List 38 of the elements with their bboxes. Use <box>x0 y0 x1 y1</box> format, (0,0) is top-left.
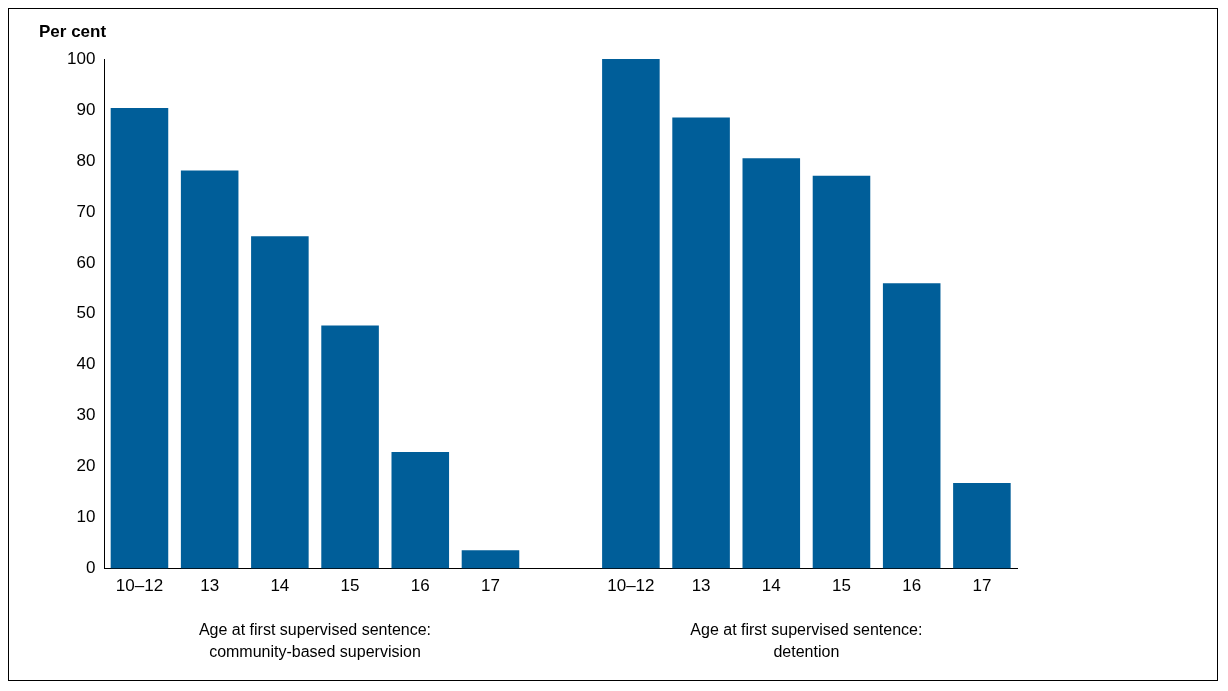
x-tick-label: 16 <box>902 576 922 596</box>
bar <box>180 170 239 569</box>
bar <box>882 283 941 569</box>
x-tick-label: 13 <box>691 576 711 596</box>
x-tick-label: 17 <box>972 576 992 596</box>
y-axis-title: Per cent <box>39 22 107 42</box>
x-tick-label: 14 <box>270 576 290 596</box>
y-tick-label: 60 <box>76 252 96 272</box>
y-tick-label: 30 <box>76 405 96 425</box>
y-tick-label: 50 <box>76 303 96 323</box>
bar <box>110 107 169 569</box>
bar <box>953 482 1011 569</box>
y-tick-label: 0 <box>85 558 96 578</box>
bar <box>391 451 450 569</box>
bar <box>461 550 520 569</box>
bar <box>251 236 309 569</box>
x-tick-label: 17 <box>481 576 500 596</box>
x-tick-label: 10–12 <box>115 576 164 596</box>
x-tick-label: 16 <box>410 576 430 596</box>
text: Age at first supervised sentence: community-based supervision <box>198 621 432 661</box>
y-tick-label: 100 <box>66 48 96 68</box>
y-tick-label: 10 <box>76 507 96 527</box>
x-tick-label: 15 <box>340 576 360 596</box>
x-tick-label: 13 <box>200 576 220 596</box>
bar <box>672 117 730 569</box>
y-tick-label: 90 <box>76 99 96 119</box>
x-tick-label: 14 <box>761 576 781 596</box>
bar <box>602 59 660 569</box>
text: Age at first supervised sentence: detention <box>690 621 923 661</box>
bar <box>742 158 801 569</box>
bar <box>812 175 871 569</box>
x-tick-label: 10–12 <box>607 576 655 596</box>
y-tick-label: 80 <box>76 150 96 170</box>
bar <box>321 325 379 569</box>
y-tick-label: 40 <box>76 354 96 374</box>
x-tick-label: 15 <box>832 576 851 596</box>
y-tick-label: 20 <box>76 456 96 476</box>
y-tick-label: 70 <box>76 201 96 221</box>
